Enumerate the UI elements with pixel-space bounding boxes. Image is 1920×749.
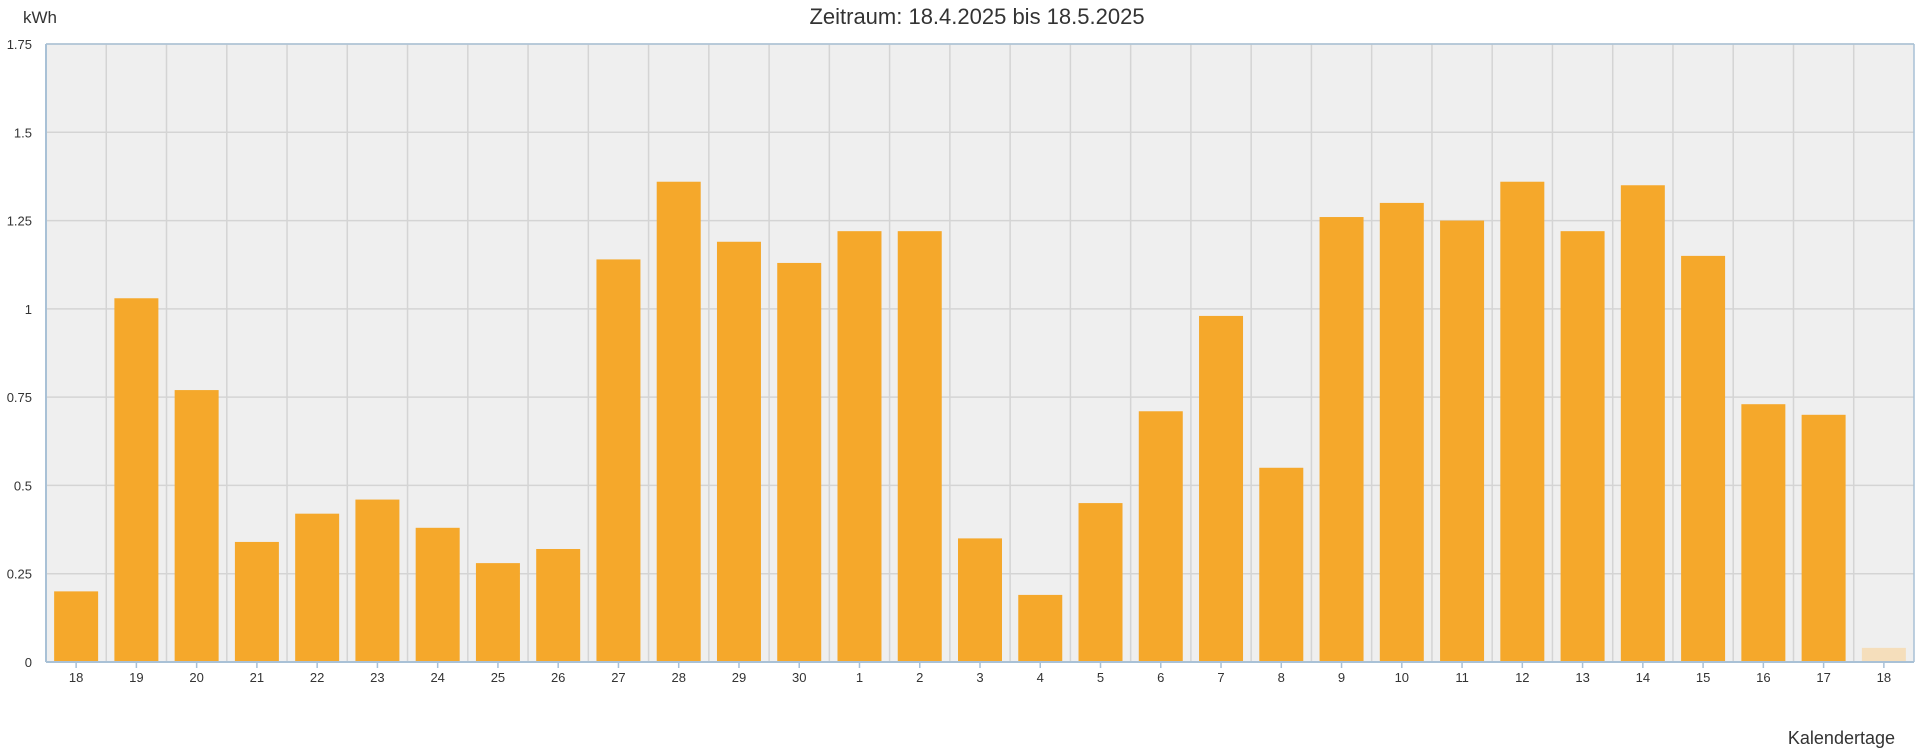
bar [415,527,460,662]
bar [656,181,701,662]
y-tick-label: 0 [25,655,32,670]
x-tick-label: 22 [310,670,324,685]
y-tick-label: 1 [25,302,32,317]
x-tick-label: 7 [1217,670,1224,685]
bar [1138,411,1183,662]
x-tick-label: 21 [250,670,264,685]
bar [1440,220,1485,663]
x-tick-label: 24 [430,670,444,685]
bar [355,499,400,662]
x-tick-label: 14 [1636,670,1650,685]
bar [1018,594,1063,662]
x-tick-label: 15 [1696,670,1710,685]
bar [1560,231,1605,662]
x-tick-label: 20 [189,670,203,685]
x-tick-label: 3 [976,670,983,685]
x-tick-label: 17 [1816,670,1830,685]
bar [1801,414,1846,662]
x-tick-label: 4 [1037,670,1044,685]
bar [475,563,520,662]
bar [1199,315,1244,662]
x-tick-label: 27 [611,670,625,685]
bar [596,259,641,662]
x-tick-label: 30 [792,670,806,685]
x-tick-label: 12 [1515,670,1529,685]
x-tick-label: 18 [1877,670,1891,685]
bar [1500,181,1545,662]
bar [114,298,159,662]
x-tick-label: 13 [1575,670,1589,685]
x-tick-label: 2 [916,670,923,685]
bar [1681,255,1726,662]
x-tick-label: 8 [1278,670,1285,685]
bar [1620,185,1665,662]
bar [54,591,99,662]
bar [1379,202,1424,662]
x-axis-label: Kalendertage [1788,728,1895,748]
x-tick-label: 18 [69,670,83,685]
bar [295,513,340,662]
bar [716,241,761,662]
chart-title: Zeitraum: 18.4.2025 bis 18.5.2025 [809,4,1144,29]
x-tick-label: 29 [732,670,746,685]
x-tick-label: 10 [1395,670,1409,685]
y-tick-label: 1.75 [7,37,32,52]
bar [958,538,1002,662]
x-tick-label: 11 [1455,670,1469,685]
x-tick-label: 5 [1097,670,1104,685]
x-tick-label: 1 [856,670,863,685]
bar [837,231,882,662]
x-tick-label: 16 [1756,670,1770,685]
bar [1319,217,1364,663]
x-tick-label: 25 [491,670,505,685]
x-tick-label: 6 [1157,670,1164,685]
bar [536,548,581,662]
x-tick-label: 23 [370,670,384,685]
y-tick-label: 0.5 [14,478,32,493]
bar [777,262,822,662]
x-tick-label: 28 [671,670,685,685]
y-axis-unit-label: kWh [23,8,57,27]
bar [174,390,219,662]
x-tick-label: 9 [1338,670,1345,685]
bar [897,231,942,662]
y-tick-label: 0.25 [7,567,32,582]
bar [1741,404,1786,662]
y-tick-label: 0.75 [7,390,32,405]
y-tick-label: 1.25 [7,214,32,229]
bar [234,541,279,662]
bar [1078,503,1123,662]
x-tick-label: 19 [129,670,143,685]
bar-partial-day [1861,647,1906,662]
y-tick-label: 1.5 [14,125,32,140]
x-tick-label: 26 [551,670,565,685]
bar [1259,467,1304,662]
